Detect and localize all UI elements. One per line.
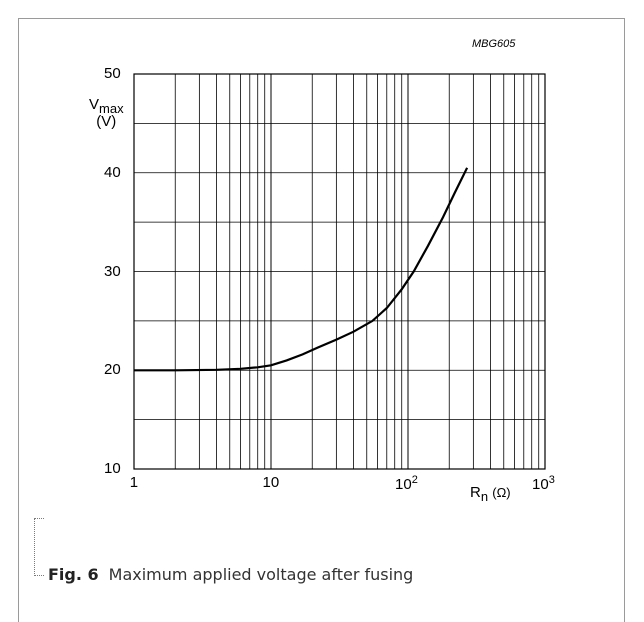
figure-code: MBG605 [472,38,516,50]
y-tick-label: 30 [104,262,121,280]
y-tick-label: 20 [104,361,121,379]
y-axis-unit: (V) [96,113,117,130]
x-axis-label: Rn (Ω) [470,484,511,504]
figure-number: Fig. 6 [48,565,99,584]
y-tick-label: 10 [104,460,121,477]
x-tick-label: 102 [395,474,418,493]
x-tick-label: 103 [532,474,555,493]
x-axis-label-sub: n [480,489,489,504]
y-tick-label: 50 [104,65,121,82]
figure-caption-text: Maximum applied voltage after fusing [108,565,414,584]
y-axis-label-main: V [89,96,100,113]
figure-frame [18,18,625,622]
y-axis-label-sub: max [99,101,124,116]
caption-bracket [34,518,44,576]
plot-border [133,73,546,470]
x-axis-unit: (Ω) [492,485,511,500]
y-axis-label: Vmax (V) [89,96,124,130]
figure-caption: Fig. 6 Maximum applied voltage after fusi… [48,565,413,584]
series-line [134,167,469,372]
x-axis-label-main: R [470,484,481,501]
x-tick-label: 1 [129,474,139,491]
y-tick-label: 40 [104,163,121,181]
major-grid [134,74,545,469]
x-tick-label: 10 [262,474,280,491]
